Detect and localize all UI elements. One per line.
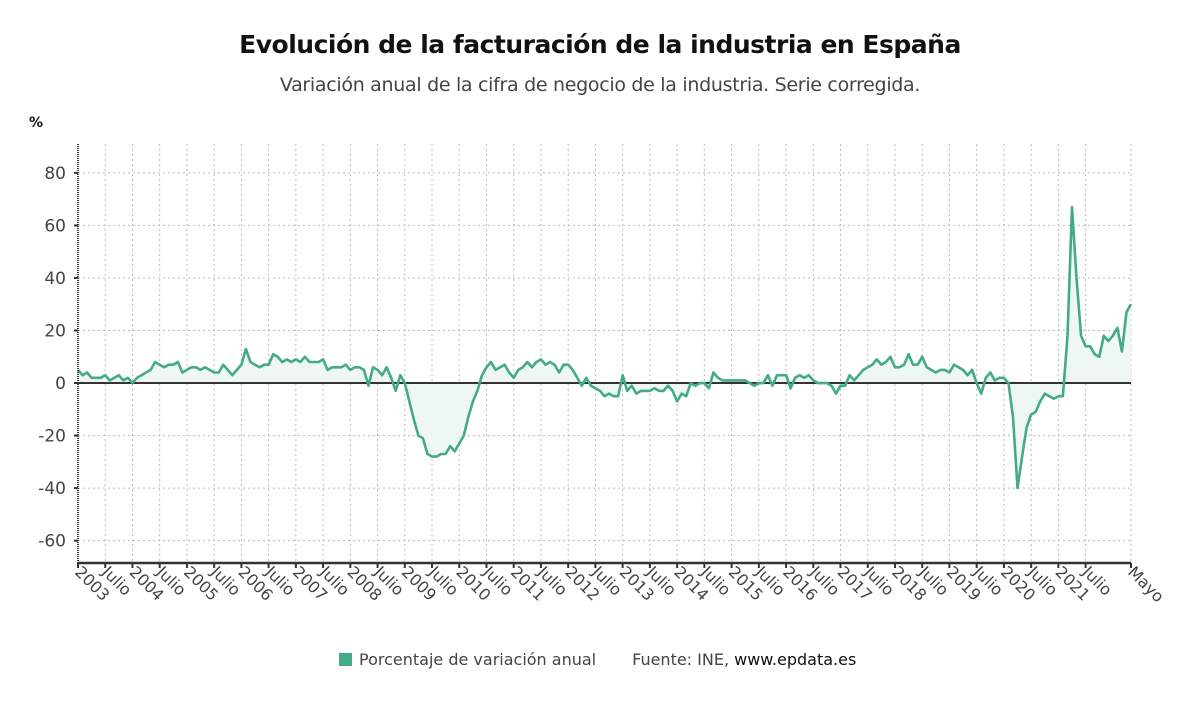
series-line (77, 205, 1133, 490)
y-tick-label: 80 (44, 164, 66, 184)
legend-series-label: Porcentaje de variación anual (359, 650, 597, 669)
y-tick-label: 0 (55, 374, 66, 394)
axes (77, 144, 1131, 565)
legend: Porcentaje de variación anual Fuente: IN… (339, 650, 856, 669)
y-tick-label: -60 (38, 532, 66, 552)
y-axis-unit-label: % (29, 115, 44, 131)
y-tick-label: 40 (44, 269, 66, 289)
y-tick-labels: 80 60 40 20 0 -20 -40 -60 (38, 164, 78, 552)
grid-lines (78, 144, 1132, 563)
y-tick-label: 20 (44, 322, 66, 342)
legend-swatch (339, 653, 352, 666)
chart-subtitle: Variación anual de la cifra de negocio d… (279, 74, 921, 96)
series-area-fill (78, 207, 1131, 489)
source-site: www.epdata.es (734, 650, 857, 669)
source-prefix: Fuente: INE, (632, 650, 735, 669)
chart-title: Evolución de la facturación de la indust… (239, 30, 961, 59)
y-tick-label: 60 (44, 216, 66, 236)
y-tick-label: -40 (38, 479, 66, 499)
y-tick-label: -20 (38, 427, 66, 447)
source-note: Fuente: INE, www.epdata.es (632, 650, 856, 669)
x-tick-labels: 2003Julio2004Julio2005Julio2006Julio2007… (71, 562, 1168, 606)
x-tick-label: Mayo (1124, 562, 1168, 606)
